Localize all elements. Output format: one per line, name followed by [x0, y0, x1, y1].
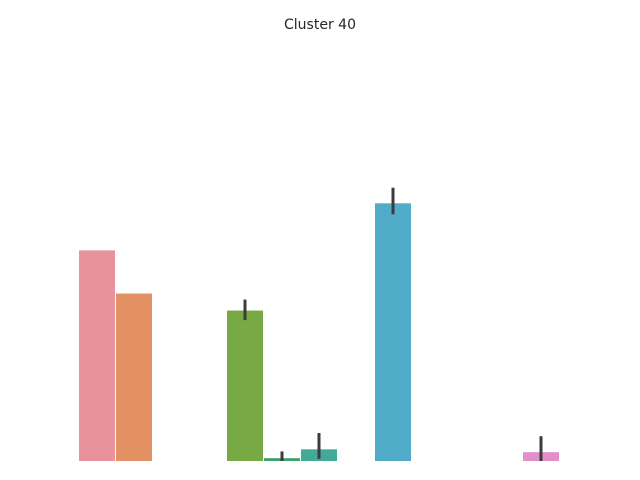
error-bars-layer — [243, 187, 543, 461]
bar-2 — [116, 293, 152, 461]
bar-6 — [375, 203, 411, 461]
bar-3 — [227, 310, 263, 461]
bar-1 — [79, 250, 115, 461]
chart-title: Cluster 40 — [284, 17, 356, 33]
